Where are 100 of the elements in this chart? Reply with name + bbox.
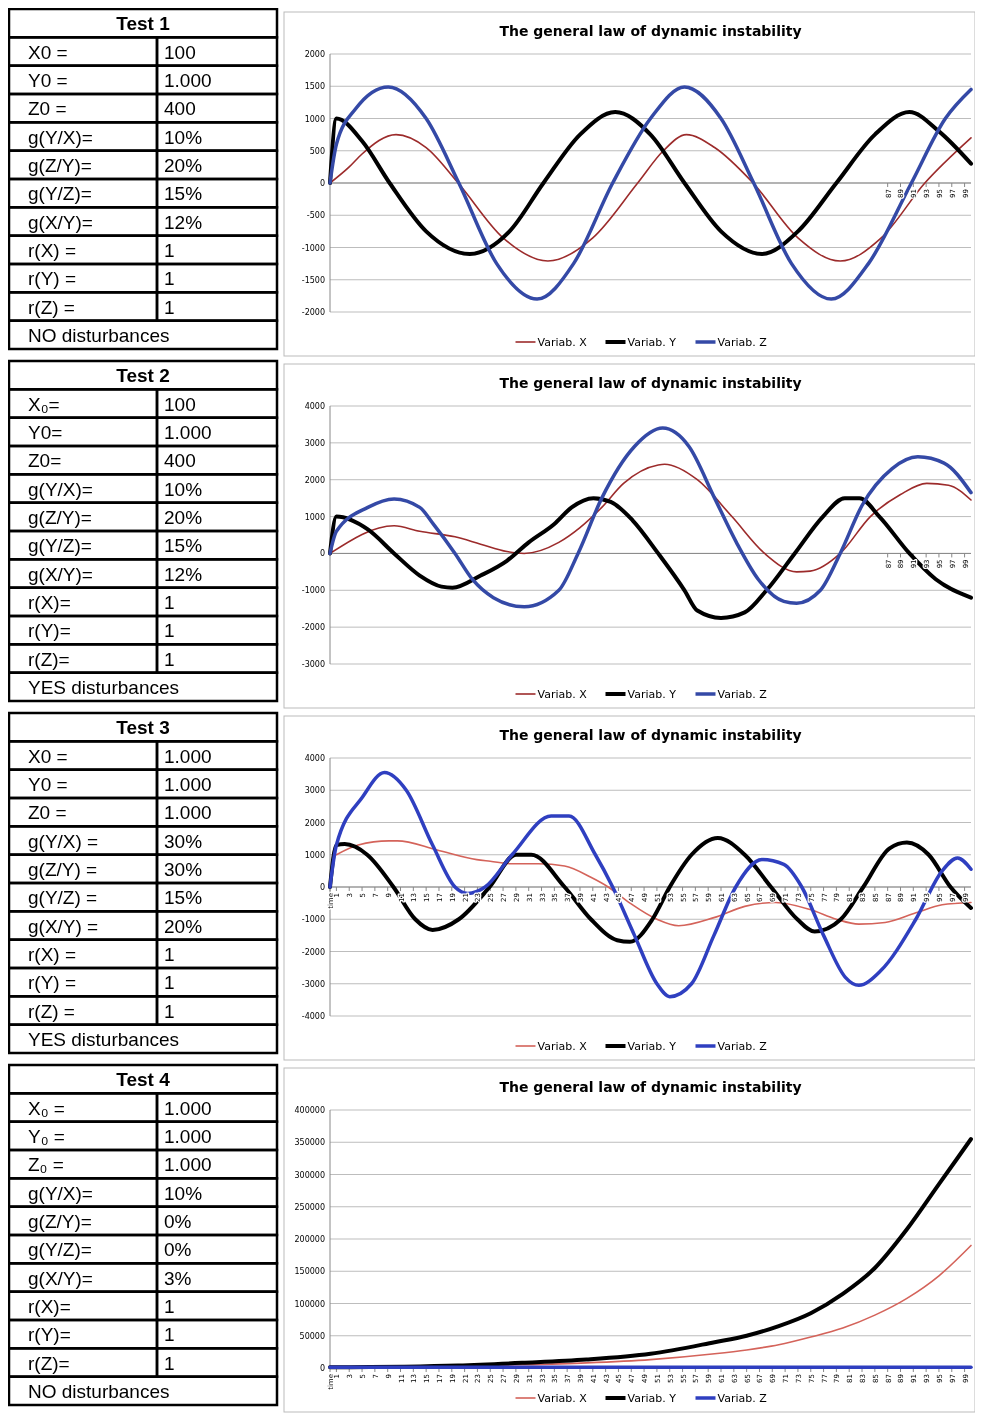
- y-tick-label: -2000: [301, 623, 325, 633]
- y-tick-label: -4000: [301, 1012, 325, 1021]
- text: 1.000: [164, 1154, 212, 1176]
- text: 20%: [164, 154, 203, 176]
- text: 1.000: [164, 69, 212, 91]
- y-tick-label: 0: [319, 883, 325, 892]
- text: X₀ =: [28, 1097, 65, 1119]
- text: 15%: [164, 183, 203, 205]
- y-tick-label: 300000: [294, 1170, 325, 1180]
- text: r(Z) =: [28, 296, 75, 318]
- text: 1: [164, 268, 175, 290]
- text: 1: [164, 620, 175, 642]
- text: X₀=: [28, 393, 60, 415]
- y-tick-label: 2000: [304, 50, 325, 59]
- line-series: [329, 463, 972, 573]
- y-tick-label: -1000: [301, 915, 325, 925]
- text: 100: [164, 393, 196, 415]
- chart-title: The general law of dynamic instability: [499, 23, 802, 39]
- y-tick-label: -3000: [301, 979, 325, 989]
- text: g(X/Y)=: [28, 211, 93, 233]
- text: 0%: [164, 1239, 192, 1261]
- text: 12%: [164, 211, 203, 233]
- y-tick-label: 1000: [304, 512, 325, 522]
- y-tick-label: -1500: [301, 275, 325, 285]
- y-tick-label: 1000: [304, 114, 325, 124]
- text: 1: [164, 1324, 175, 1346]
- text: g(Y/Z)=: [28, 183, 92, 205]
- text: r(X) =: [28, 943, 77, 965]
- text: 400: [164, 450, 196, 472]
- line-series: [329, 133, 972, 262]
- text: 30%: [164, 858, 203, 880]
- text: 100: [164, 41, 196, 63]
- text: Y₀ =: [28, 1125, 65, 1147]
- legend-label: Variab. Y: [627, 1040, 677, 1053]
- text: g(X/Y) =: [28, 915, 99, 937]
- text: 10%: [164, 1182, 203, 1204]
- y-tick-label: -1000: [301, 243, 325, 253]
- y-tick-label: 150000: [294, 1267, 325, 1277]
- line-series: [328, 770, 973, 999]
- text: Z0 =: [28, 98, 67, 120]
- text: 10%: [164, 478, 203, 500]
- text: g(Z/Y)=: [28, 506, 92, 528]
- y-tick-label: 1500: [304, 82, 325, 92]
- text: Y0 =: [28, 773, 68, 795]
- y-tick-label: -3000: [301, 660, 325, 669]
- text: g(Y/X)=: [28, 478, 93, 500]
- text: 30%: [164, 830, 203, 852]
- text: g(Z/Y) =: [28, 858, 98, 880]
- y-tick-label: 350000: [294, 1138, 325, 1148]
- text: 1.000: [164, 1097, 212, 1119]
- y-tick-label: 1000: [304, 850, 325, 860]
- text: 15%: [164, 887, 203, 909]
- line-series: [328, 835, 973, 944]
- text: g(Y/X)=: [28, 126, 93, 148]
- text: r(X) =: [28, 239, 77, 261]
- text: X0 =: [28, 745, 68, 767]
- y-tick-label: -2000: [301, 308, 325, 317]
- legend-label: Variab. X: [537, 336, 588, 349]
- y-tick-label: 200000: [294, 1235, 325, 1244]
- y-tick-label: 0: [319, 549, 325, 559]
- y-tick-label: 4000: [304, 754, 325, 763]
- text: 1: [164, 239, 175, 261]
- y-tick-label: 3000: [304, 438, 325, 448]
- legend-label: Variab. Y: [627, 688, 677, 701]
- legend-label: Variab. X: [537, 1392, 588, 1405]
- text: g(X/Y)=: [28, 563, 93, 585]
- legend-label: Variab. Y: [627, 336, 677, 349]
- text: 1: [164, 296, 175, 318]
- text: r(X)=: [28, 1295, 71, 1317]
- text: r(Y) =: [28, 972, 77, 994]
- legend-label: Variab. Z: [717, 336, 768, 349]
- legend-label: Variab. Y: [627, 1392, 677, 1405]
- y-tick-label: -500: [306, 211, 325, 221]
- text: 3%: [164, 1267, 192, 1289]
- text: 1.000: [164, 802, 212, 824]
- text: g(X/Y)=: [28, 1267, 93, 1289]
- text: Test 1: [116, 13, 171, 35]
- text: r(Z)=: [28, 1352, 70, 1374]
- text: Y0 =: [28, 69, 68, 91]
- text: g(Z/Y)=: [28, 1210, 92, 1232]
- text: 1: [164, 1000, 175, 1022]
- text: X0 =: [28, 41, 68, 63]
- text: Z₀ =: [28, 1154, 64, 1176]
- text: YES disturbances: [28, 1028, 180, 1050]
- text: g(Y/Z)=: [28, 1239, 92, 1261]
- text: 1: [164, 591, 175, 613]
- text: NO disturbances: [28, 324, 170, 346]
- text: Test 2: [116, 365, 170, 387]
- y-tick-label: 0: [319, 179, 325, 188]
- text: Z0 =: [28, 802, 67, 824]
- line-series: [328, 85, 973, 301]
- text: 20%: [164, 915, 203, 937]
- text: 1.000: [164, 773, 212, 795]
- chart-title: The general law of dynamic instability: [499, 727, 802, 743]
- text: Y0=: [28, 421, 63, 443]
- y-tick-label: -1000: [301, 586, 325, 596]
- text: r(X)=: [28, 591, 71, 613]
- text: g(Y/Z) =: [28, 887, 98, 909]
- legend-label: Variab. X: [537, 688, 588, 701]
- text: 1.000: [164, 421, 212, 443]
